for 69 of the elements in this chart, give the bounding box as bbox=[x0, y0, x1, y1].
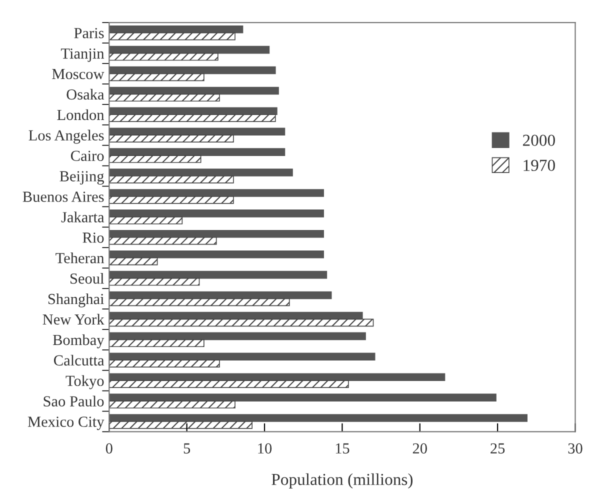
x-tick-label: 20 bbox=[412, 443, 427, 454]
y-tick-label: Seoul bbox=[70, 272, 104, 284]
bar bbox=[109, 360, 220, 368]
y-tick-label: Buenos Aires bbox=[22, 192, 104, 202]
y-tick-label: Jakarta bbox=[61, 212, 104, 222]
bar bbox=[109, 380, 349, 388]
legend-label: 1970 bbox=[524, 160, 555, 172]
bar bbox=[109, 66, 276, 74]
bar bbox=[109, 298, 290, 306]
y-tick-label: Sao Paulo bbox=[44, 396, 104, 406]
y-tick-label: Moscow bbox=[52, 69, 104, 80]
y-tick-label: New York bbox=[42, 314, 104, 325]
bar bbox=[109, 352, 376, 361]
bar bbox=[109, 176, 234, 184]
bar bbox=[109, 148, 286, 156]
y-tick-label: Tokyo bbox=[66, 375, 104, 390]
bar bbox=[109, 134, 234, 142]
y-tick-label: Mexico City bbox=[28, 416, 104, 430]
bar bbox=[109, 189, 324, 197]
bar bbox=[109, 155, 202, 163]
bar bbox=[109, 230, 324, 238]
bar bbox=[109, 400, 236, 408]
y-tick-label: Bombay bbox=[52, 334, 104, 348]
x-tick-label: 30 bbox=[568, 443, 582, 454]
y-tick-label: Paris bbox=[74, 28, 104, 38]
bar bbox=[109, 332, 366, 340]
x-tick-label: 5 bbox=[184, 443, 190, 454]
bar bbox=[109, 52, 218, 61]
bar bbox=[109, 46, 270, 54]
x-tick-label: 15 bbox=[336, 443, 350, 454]
x-tick-label: 10 bbox=[258, 443, 272, 454]
y-tick-label: London bbox=[57, 109, 104, 120]
bar bbox=[109, 291, 332, 300]
bar bbox=[109, 216, 183, 224]
bar bbox=[109, 32, 236, 40]
bar bbox=[109, 414, 528, 422]
y-tick-label: Los Angeles bbox=[28, 130, 104, 144]
x-tick-label: 0 bbox=[106, 443, 112, 454]
bar bbox=[109, 128, 286, 136]
bar bbox=[109, 339, 204, 348]
legend-label: 2000 bbox=[522, 134, 555, 146]
bar bbox=[109, 394, 496, 402]
bar bbox=[109, 25, 244, 34]
bar bbox=[109, 94, 220, 102]
y-tick-label: Beijing bbox=[60, 171, 104, 185]
y-tick-label: Calcutta bbox=[54, 354, 104, 366]
bar bbox=[109, 86, 279, 95]
bar bbox=[109, 236, 217, 245]
bar bbox=[109, 270, 328, 279]
bar bbox=[109, 278, 200, 286]
y-tick-label: Cairo bbox=[70, 150, 104, 162]
bar bbox=[109, 421, 253, 429]
y-tick-label: Teheran bbox=[56, 252, 104, 264]
bar bbox=[109, 312, 363, 320]
y-tick-label: Tianjin bbox=[60, 48, 104, 62]
bar bbox=[109, 257, 158, 266]
bar bbox=[109, 168, 293, 176]
bar bbox=[109, 114, 276, 122]
y-tick-label: Rio bbox=[82, 232, 104, 243]
bar bbox=[109, 373, 446, 381]
x-tick-label: 25 bbox=[490, 443, 505, 454]
y-tick-label: Osaka bbox=[66, 88, 104, 100]
bar bbox=[109, 73, 204, 82]
bar bbox=[109, 318, 374, 327]
y-tick-label: Shanghai bbox=[48, 293, 104, 308]
x-axis-title: Population (millions) bbox=[272, 473, 413, 488]
bar bbox=[109, 196, 234, 204]
bar bbox=[109, 210, 324, 218]
bar bbox=[109, 250, 324, 258]
